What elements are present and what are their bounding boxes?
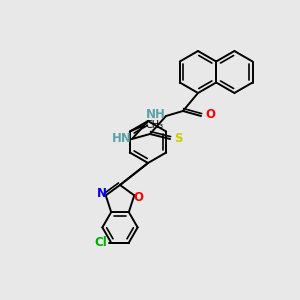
Text: NH: NH bbox=[146, 109, 166, 122]
Text: HN: HN bbox=[112, 131, 132, 145]
Text: O: O bbox=[205, 109, 215, 122]
Text: CH₃: CH₃ bbox=[146, 119, 164, 130]
Text: S: S bbox=[174, 131, 182, 145]
Text: O: O bbox=[133, 191, 143, 204]
Text: N: N bbox=[97, 187, 107, 200]
Text: Cl: Cl bbox=[94, 236, 107, 249]
